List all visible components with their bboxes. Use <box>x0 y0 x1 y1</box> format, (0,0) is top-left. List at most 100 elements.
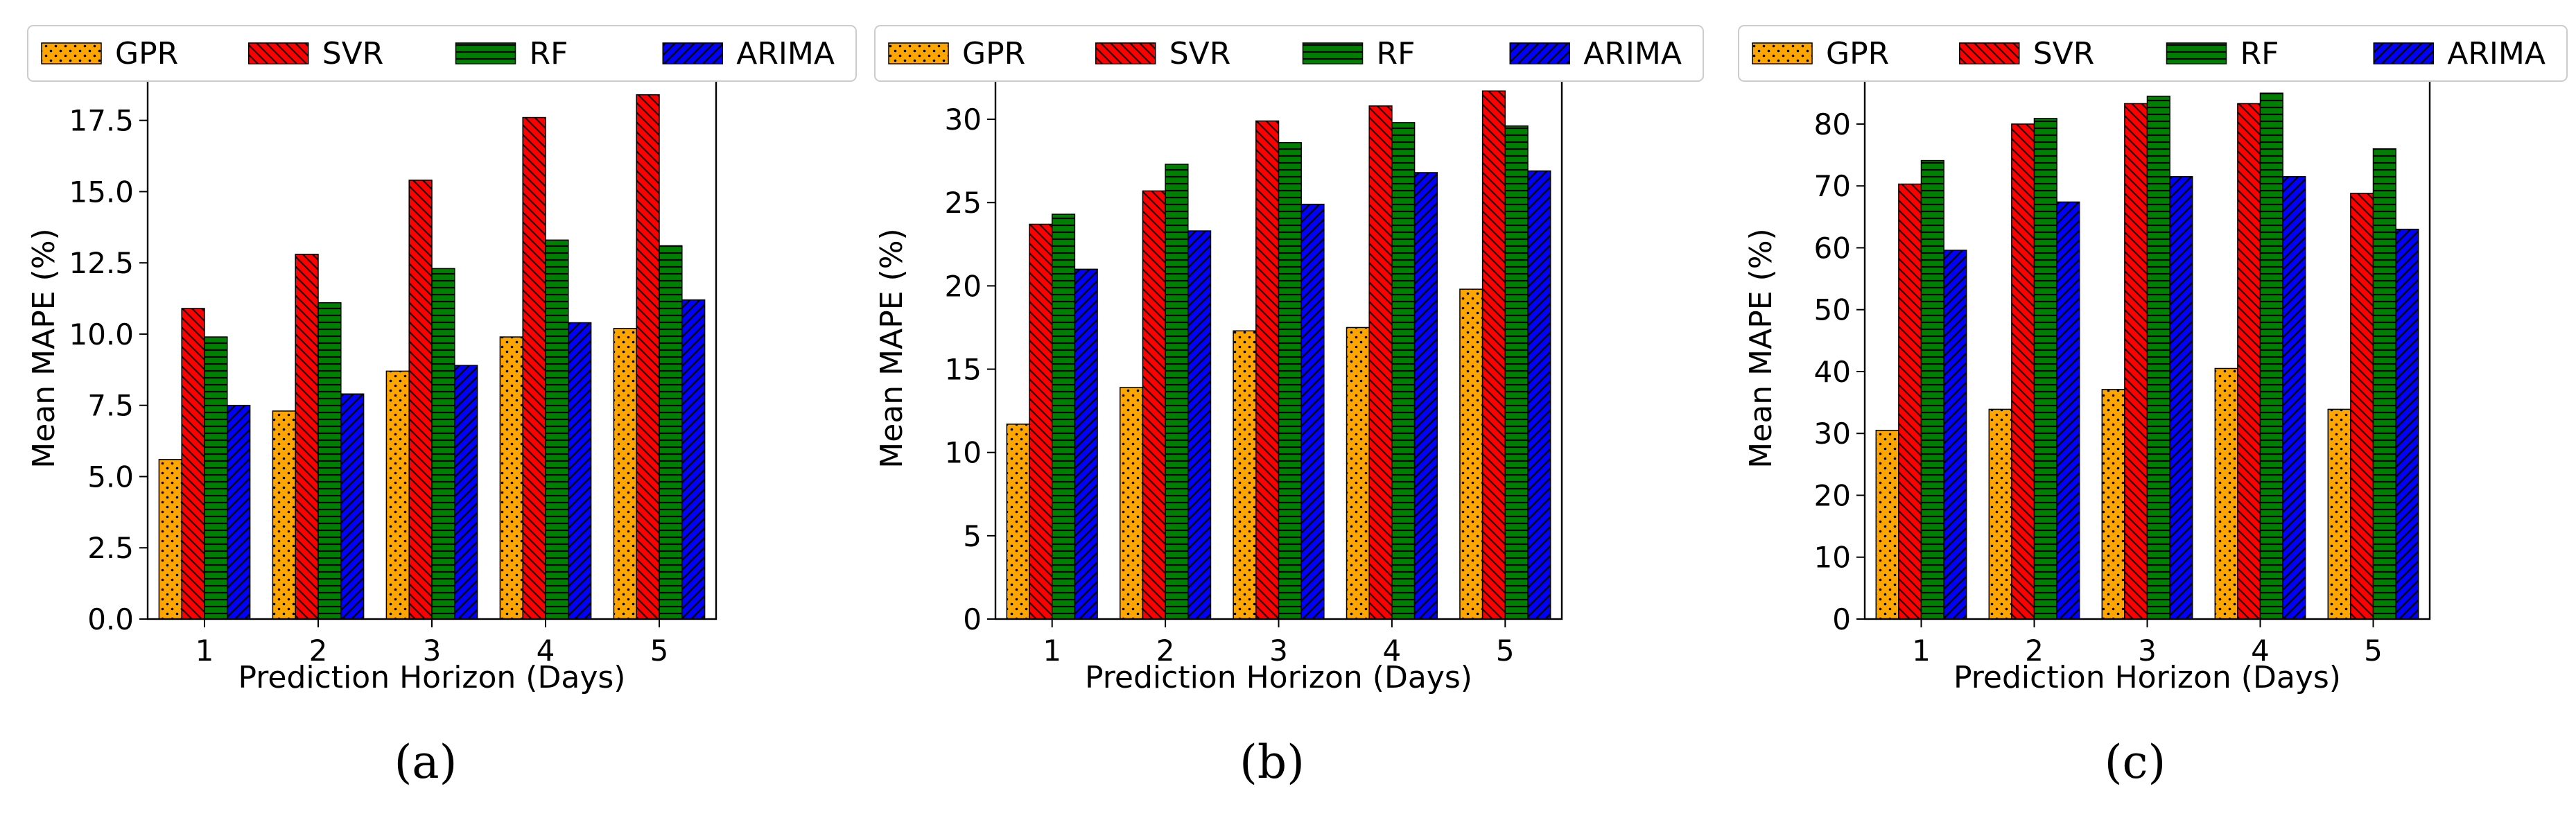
bar-svr-day-4: SVR: 83.3 <box>2237 103 2261 620</box>
bar-gpr-day-2: GPR: 13.9 <box>1119 387 1144 620</box>
bar-arima-day-4: ARIMA: 10.4 <box>568 322 592 620</box>
legend-box <box>27 25 857 82</box>
y-tick-label: 10.0 <box>69 317 134 351</box>
y-tick-label: 60 <box>1814 231 1851 265</box>
bar-gpr-day-4: GPR: 40.5 <box>2214 367 2238 620</box>
y-tick-label: 17.5 <box>69 104 134 138</box>
x-tick-label: 2 <box>2025 634 2044 668</box>
bar-rf-day-4: RF: 85 <box>2259 92 2283 620</box>
bar-arima-day-3: ARIMA: 71.5 <box>2169 176 2193 620</box>
x-tick-label: 5 <box>1496 634 1515 668</box>
bar-svr-day-1: SVR: 70.3 <box>1898 183 1922 620</box>
legend-swatch-arima <box>662 42 723 64</box>
bar-arima-day-2: ARIMA: 23.3 <box>1187 230 1212 620</box>
y-tick-label: 0 <box>963 602 982 636</box>
bar-rf-day-1: RF: 74.1 <box>1920 159 1944 620</box>
x-tick-label: 4 <box>1383 634 1402 668</box>
panel-caption: (b) <box>1239 736 1305 789</box>
legend-swatch-gpr <box>1752 42 1813 64</box>
bar-gpr-day-2: GPR: 33.9 <box>1988 408 2012 620</box>
legend-swatch-rf <box>455 42 516 64</box>
y-tick-label: 15 <box>945 353 982 387</box>
legend-swatch-svr <box>1095 42 1156 64</box>
y-tick-label: 0 <box>1832 602 1851 636</box>
legend-swatch-svr <box>248 42 309 64</box>
legend-label-arima: ARIMA <box>1583 36 1682 71</box>
bar-svr-day-4: SVR: 17.6 <box>522 116 546 620</box>
x-tick-label: 2 <box>309 634 328 668</box>
bar-gpr-day-1: GPR: 11.7 <box>1006 424 1030 620</box>
bar-arima-day-2: ARIMA: 67.4 <box>2056 201 2080 620</box>
x-tick-label: 4 <box>2251 634 2270 668</box>
panel-caption: (a) <box>394 736 458 789</box>
bar-rf-day-3: RF: 84.5 <box>2146 96 2170 620</box>
y-tick-label: 40 <box>1814 355 1851 389</box>
legend-label-rf: RF <box>2240 36 2279 71</box>
y-tick-label: 80 <box>1814 107 1851 141</box>
legend-swatch-rf <box>1302 42 1364 64</box>
y-axis-label: Mean MAPE (%) <box>874 228 910 468</box>
bar-arima-day-4: ARIMA: 71.5 <box>2282 176 2306 620</box>
x-tick-label: 1 <box>1912 634 1931 668</box>
bar-svr-day-5: SVR: 31.7 <box>1481 90 1506 620</box>
bar-gpr-day-5: GPR: 33.9 <box>2327 408 2351 620</box>
legend-label-arima: ARIMA <box>736 36 835 71</box>
x-tick-label: 1 <box>195 634 214 668</box>
chart-panel-c: GPR: 30.5 GPR: 33.9 GPR: 37.1 GPR: 40.5 GPR:… <box>1738 25 2568 789</box>
bar-rf-day-3: RF: 12.3 <box>431 268 455 620</box>
y-tick-label: 10 <box>945 436 982 470</box>
bar-svr-day-3: SVR: 29.9 <box>1255 120 1280 620</box>
legend-label-rf: RF <box>1377 36 1416 71</box>
chart-panel-a: GPR: 5.6 GPR: 7.3 GPR: 8.7 GPR: 9.9 GPR: 10.… <box>26 25 857 789</box>
y-tick-label: 5.0 <box>87 460 134 494</box>
bar-arima-day-4: ARIMA: 26.8 <box>1413 172 1438 620</box>
bar-rf-day-4: RF: 29.8 <box>1391 122 1416 620</box>
bar-rf-day-5: RF: 13.1 <box>659 245 683 620</box>
bar-gpr-day-5: GPR: 19.8 <box>1459 288 1483 620</box>
bar-svr-day-3: SVR: 15.4 <box>408 180 433 620</box>
y-axis-label: Mean MAPE (%) <box>26 228 62 468</box>
bar-arima-day-2: ARIMA: 7.9 <box>340 393 365 620</box>
legend-label-gpr: GPR <box>962 36 1025 71</box>
bar-gpr-day-4: GPR: 17.5 <box>1346 327 1370 620</box>
x-tick-label: 5 <box>2364 634 2383 668</box>
y-tick-label: 12.5 <box>69 246 134 280</box>
y-tick-label: 30 <box>945 103 982 137</box>
bar-rf-day-5: RF: 29.6 <box>1504 125 1529 620</box>
y-tick-label: 50 <box>1814 293 1851 327</box>
x-axis-label: Prediction Horizon (Days) <box>1085 660 1472 695</box>
bar-svr-day-2: SVR: 80 <box>2011 123 2035 620</box>
bar-svr-day-1: SVR: 23.7 <box>1029 223 1053 620</box>
legend-swatch-rf <box>2166 42 2227 64</box>
legend-label-svr: SVR <box>322 36 384 71</box>
bar-arima-day-3: ARIMA: 24.9 <box>1300 203 1325 620</box>
legend-swatch-svr <box>1959 42 2020 64</box>
y-axis-label: Mean MAPE (%) <box>1743 228 1779 468</box>
y-tick-label: 15.0 <box>69 175 134 209</box>
bar-svr-day-2: SVR: 12.8 <box>295 254 319 620</box>
x-tick-label: 2 <box>1156 634 1175 668</box>
bar-rf-day-1: RF: 24.3 <box>1051 214 1076 620</box>
x-tick-label: 4 <box>537 634 555 668</box>
legend-box <box>874 25 1704 82</box>
bar-svr-day-5: SVR: 18.4 <box>636 94 660 620</box>
bar-arima-day-5: ARIMA: 63 <box>2395 228 2419 620</box>
y-tick-label: 70 <box>1814 169 1851 203</box>
x-tick-label: 5 <box>650 634 669 668</box>
y-tick-label: 0.0 <box>87 602 134 636</box>
legend-label-arima: ARIMA <box>2447 36 2545 71</box>
x-tick-label: 3 <box>1269 634 1288 668</box>
legend-label-svr: SVR <box>2033 36 2095 71</box>
bar-gpr-day-1: GPR: 5.6 <box>158 459 182 620</box>
legend-swatch-arima <box>2373 42 2434 64</box>
x-tick-label: 1 <box>1043 634 1061 668</box>
x-tick-label: 3 <box>2138 634 2157 668</box>
bar-arima-day-1: ARIMA: 21 <box>1074 268 1098 620</box>
bar-gpr-day-1: GPR: 30.5 <box>1875 430 1899 620</box>
y-tick-label: 20 <box>945 269 982 303</box>
bar-svr-day-3: SVR: 83.3 <box>2124 103 2148 620</box>
y-tick-label: 2.5 <box>87 531 134 565</box>
legend-box <box>1738 25 2568 82</box>
bar-arima-day-5: ARIMA: 26.9 <box>1527 170 1551 620</box>
bar-arima-day-3: ARIMA: 8.9 <box>454 365 478 620</box>
